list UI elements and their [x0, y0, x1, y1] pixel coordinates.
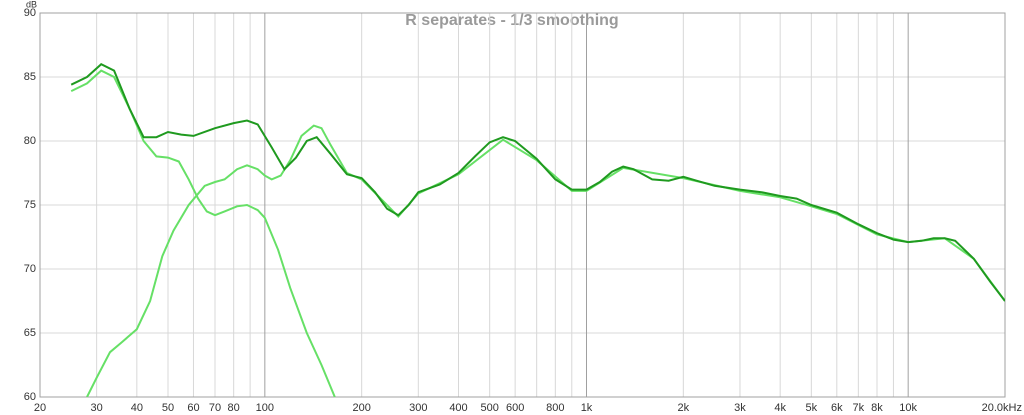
- y-tick-label: 60: [24, 391, 36, 403]
- x-tick-label: 60: [187, 402, 199, 414]
- y-tick-label: 80: [24, 135, 36, 147]
- y-tick-label: 90: [24, 7, 36, 19]
- y-tick-label: 75: [24, 199, 36, 211]
- y-axis-label: dB: [26, 0, 37, 9]
- x-tick-label: 1k: [581, 402, 593, 414]
- x-tick-label: 6k: [831, 402, 843, 414]
- x-tick-label: 8k: [871, 402, 883, 414]
- x-tick-label: 80: [228, 402, 240, 414]
- x-tick-label: 7k: [853, 402, 865, 414]
- x-tick-label: 4k: [774, 402, 786, 414]
- x-tick-label: 30: [91, 402, 103, 414]
- x-tick-label: 500: [480, 402, 498, 414]
- x-tick-label: 70: [209, 402, 221, 414]
- x-tick-label: 5k: [806, 402, 818, 414]
- x-tick-label: 40: [131, 402, 143, 414]
- x-tick-label: 20.0kHz: [982, 402, 1022, 414]
- x-tick-label: 100: [256, 402, 274, 414]
- line-series: [70, 69, 336, 397]
- line-series: [86, 124, 1005, 397]
- x-tick-label: 2k: [678, 402, 690, 414]
- y-tick-label: 65: [24, 327, 36, 339]
- x-tick-label: 200: [352, 402, 370, 414]
- y-tick-label: 70: [24, 263, 36, 275]
- plot-frame: [39, 12, 1006, 398]
- y-tick-label: 85: [24, 71, 36, 83]
- x-tick-label: 600: [506, 402, 524, 414]
- x-tick-label: 50: [162, 402, 174, 414]
- x-tick-label: 800: [546, 402, 564, 414]
- x-tick-label: 400: [449, 402, 467, 414]
- x-tick-label: 300: [409, 402, 427, 414]
- x-tick-label: 3k: [734, 402, 746, 414]
- line-series: [70, 63, 1005, 302]
- x-tick-label: 10k: [899, 402, 917, 414]
- x-tick-label: 20: [34, 402, 46, 414]
